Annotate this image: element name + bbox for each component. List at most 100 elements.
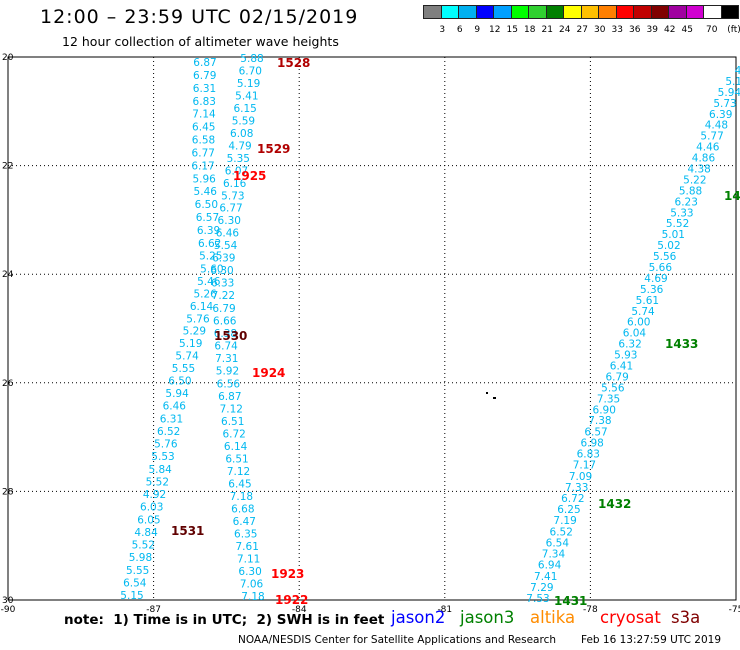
scale-label: 21: [541, 25, 553, 35]
scale-label: 18: [524, 25, 536, 35]
swh-reading: 4.79: [228, 140, 251, 152]
lon-tick-label: -75: [729, 605, 740, 615]
swh-reading: 5.84: [148, 464, 172, 476]
pass-number-label: 1925: [233, 169, 266, 183]
swh-reading: 5.73: [221, 190, 244, 202]
swh-reading: 6.07: [225, 165, 248, 177]
swh-reading: 6.79: [605, 371, 628, 383]
swh-reading: 5.66: [649, 262, 673, 274]
swh-reading: 6.57: [196, 212, 219, 224]
swh-reading: 6.35: [234, 528, 257, 540]
swh-reading: 7.29: [530, 582, 553, 594]
scale-swatch: [720, 5, 739, 19]
swh-reading: 5.56: [601, 382, 625, 394]
swh-reading: 6.66: [213, 315, 237, 327]
swh-reading: 7.41: [534, 571, 557, 583]
lon-tick-label: -78: [583, 605, 598, 615]
swh-reading: 5.61: [636, 295, 659, 307]
swh-reading: 7.12: [227, 466, 250, 478]
map-title: 12:00 – 23:59 UTC 02/15/2019: [40, 6, 359, 28]
pass-number-label: 1922: [275, 593, 308, 607]
pass-number-label: 1531: [171, 524, 204, 538]
swh-reading: 7.35: [597, 393, 620, 405]
swh-reading: 6.14: [224, 441, 248, 453]
swh-reading: 6.45: [192, 122, 215, 134]
swh-reading: 7.38: [588, 415, 611, 427]
generated-timestamp: Feb 16 13:27:59 UTC 2019: [581, 634, 721, 646]
map-subtitle: 12 hour collection of altimeter wave hei…: [62, 34, 339, 49]
pass-number-label: 1431: [554, 594, 587, 608]
swh-reading: 6.04: [623, 328, 647, 340]
swh-reading: 6.33: [211, 278, 234, 290]
pass-number-label: 1923: [271, 567, 304, 581]
swh-reading: 6.70: [239, 65, 262, 77]
scale-label: 70: [706, 25, 718, 35]
swh-reading: 6.52: [550, 526, 573, 538]
swh-reading: 6.58: [192, 135, 215, 147]
swh-reading: 5.92: [216, 366, 239, 378]
swh-reading: 5.55: [126, 565, 149, 577]
swh-reading: 6.51: [225, 453, 248, 465]
swh-reading: 6.68: [231, 503, 254, 515]
swh-reading: 4.38: [687, 164, 710, 176]
footer-note: note: 1) Time is in UTC; 2) SWH is in fe…: [64, 612, 385, 628]
pass-number-label: 1433: [665, 337, 698, 351]
swh-reading: 7.33: [565, 482, 588, 494]
legend-item-jason3: jason3: [460, 608, 515, 627]
swh-reading: 4.86: [692, 153, 716, 165]
swh-reading: 6.52: [157, 426, 180, 438]
swh-reading: 5.60: [200, 264, 223, 276]
scale-label: 12: [489, 25, 501, 35]
swh-reading: 6.90: [593, 404, 616, 416]
swh-reading: 7.18: [241, 591, 264, 603]
map-frame: [7, 56, 737, 601]
swh-reading: 5.25: [199, 251, 222, 263]
swh-reading: 5.94: [165, 388, 189, 400]
lon-tick-label: -84: [292, 605, 307, 615]
swh-reading: 7.53: [526, 593, 549, 605]
scale-label: 42: [664, 25, 676, 35]
swh-reading: 5.46: [194, 186, 218, 198]
pass-number-label: 1432: [598, 497, 631, 511]
swh-reading: 5.54: [214, 240, 238, 252]
swh-reading: 6.41: [610, 361, 633, 373]
swh-reading: 7.14: [192, 109, 216, 121]
pass-number-label: 1924: [252, 366, 285, 380]
swh-reading: 5.52: [132, 540, 155, 552]
swh-reading: 5.76: [186, 313, 210, 325]
swh-reading: 7.19: [553, 515, 576, 527]
swh-reading: 5.74: [631, 306, 655, 318]
swh-reading: 6.87: [193, 57, 216, 69]
swh-reading: 5.94: [718, 87, 740, 99]
swh-reading: 7.11: [237, 553, 260, 565]
swh-reading: 6.72: [222, 428, 245, 440]
swh-reading: 6.50: [168, 375, 191, 387]
swh-reading: 6.08: [230, 128, 253, 140]
swh-reading: 5.88: [240, 53, 263, 65]
swh-reading: 6.94: [538, 560, 562, 572]
swh-reading: 5.1: [725, 76, 740, 88]
legend-item-s3a: s3a: [671, 608, 701, 627]
swh-reading: 6.51: [221, 416, 244, 428]
swh-reading: 5.33: [670, 207, 693, 219]
swh-reading: 7.31: [215, 353, 238, 365]
swh-reading: 6.16: [223, 178, 247, 190]
swh-reading: 6.00: [627, 317, 650, 329]
scale-label: 9: [474, 25, 481, 35]
lat-tick-label: 30: [2, 596, 14, 606]
swh-reading: 5.15: [120, 590, 143, 602]
lon-tick-label: -90: [1, 605, 16, 615]
scale-label: 45: [681, 25, 693, 35]
swh-reading: 7.18: [230, 491, 253, 503]
lon-tick-label: -81: [437, 605, 452, 615]
swh-reading: 5.77: [700, 131, 723, 143]
swh-reading: 6.38: [214, 328, 237, 340]
lon-tick-label: -87: [146, 605, 161, 615]
pass-number-label: 14: [724, 189, 740, 203]
swh-reading: 5.36: [640, 284, 664, 296]
swh-reading: 6.45: [228, 478, 251, 490]
swh-reading: 6.79: [193, 70, 216, 82]
legend-item-altika: altika: [530, 608, 576, 627]
swh-reading: 6.77: [192, 148, 215, 160]
swh-reading: 4.48: [705, 120, 728, 132]
